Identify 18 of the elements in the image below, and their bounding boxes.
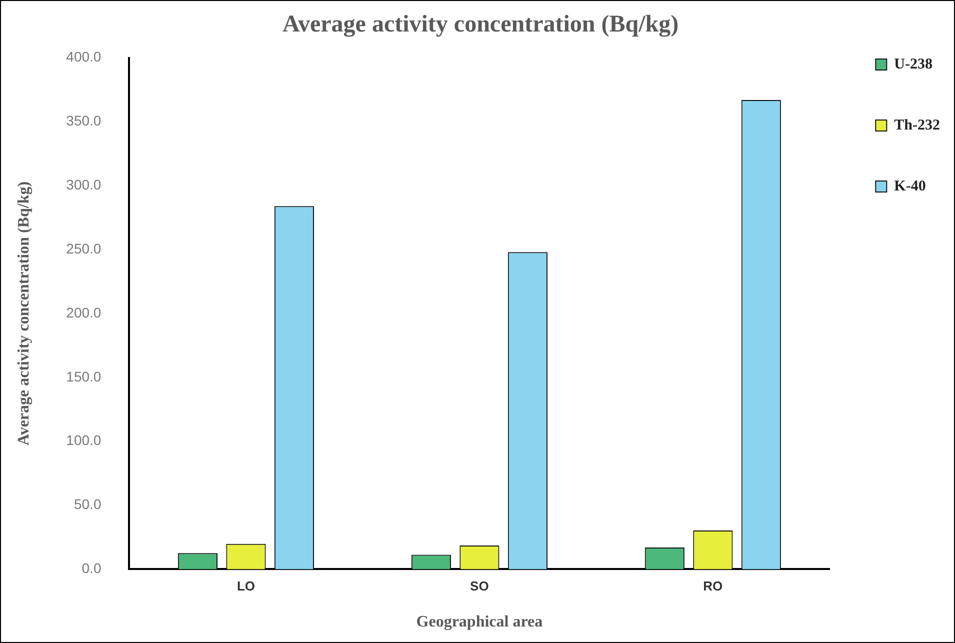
y-tick-label: 400.0 — [66, 48, 102, 65]
x-tick-label: SO — [470, 578, 489, 594]
x-tick-label: LO — [236, 578, 256, 594]
y-tick-label: 0.0 — [82, 560, 102, 576]
x-tick-label: RO — [703, 578, 723, 594]
y-tick-label: 150.0 — [66, 368, 102, 384]
y-axis-title: Average activity concentration (Bq/kg) — [16, 181, 33, 446]
y-tick-label: 300.0 — [66, 176, 102, 193]
y-tick-label: 350.0 — [66, 112, 102, 129]
y-tick-label: 50.0 — [74, 496, 102, 512]
x-axis-title: Geographical area — [416, 614, 543, 631]
legend-label: Th-232 — [894, 117, 940, 134]
y-tick-label: 100.0 — [66, 432, 102, 448]
chart-title: Average activity concentration (Bq/kg) — [282, 12, 679, 38]
y-tick-label: 250.0 — [66, 240, 102, 256]
y-tick-label: 200.0 — [66, 304, 102, 320]
legend-label: U-238 — [894, 56, 932, 72]
legend-label: K-40 — [894, 178, 926, 194]
